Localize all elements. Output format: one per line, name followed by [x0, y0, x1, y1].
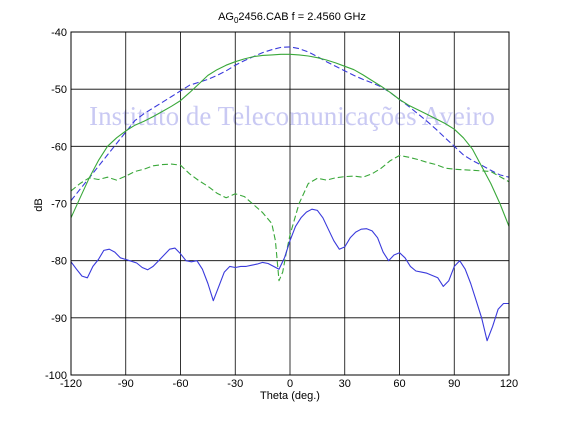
y-tick-label: -60 [51, 141, 67, 153]
series-lines [70, 46, 510, 342]
y-tick-label: -80 [51, 256, 67, 268]
x-tick-label: 120 [500, 378, 518, 390]
y-tick-label: -90 [51, 313, 67, 325]
x-tick-label: 0 [287, 378, 293, 390]
chart-title-subscript: 0 [234, 16, 239, 25]
x-tick-label: -60 [173, 378, 189, 390]
x-tick-label: 60 [393, 378, 405, 390]
x-axis-label: Theta (deg.) [260, 390, 320, 402]
x-tick-label: 30 [339, 378, 351, 390]
x-tick-label: -120 [60, 378, 82, 390]
series-line-1 [70, 46, 510, 201]
y-axis-label: dB [33, 198, 45, 211]
grid-lines [70, 31, 510, 376]
y-tick-label: -100 [45, 370, 67, 382]
series-line-4 [70, 208, 509, 342]
y-tick-label: -70 [51, 199, 67, 211]
series-line-3 [70, 154, 510, 282]
x-tick-label: -30 [227, 378, 243, 390]
chart-title-main: AG [218, 11, 234, 23]
chart-title: AG02456.CAB f = 2.4560 GHz [218, 11, 366, 25]
chart-watermark: Instituto de Telecomunicações Aveiro [89, 101, 495, 131]
x-tick-label: -90 [118, 378, 134, 390]
series-line-2 [70, 53, 510, 227]
plot-frame [70, 31, 510, 376]
y-tick-label: -50 [51, 84, 67, 96]
y-tick-label: -40 [51, 27, 67, 39]
chart-title-rest: 2456.CAB f = 2.4560 GHz [238, 11, 366, 23]
tick-labels: -120 -90 -60 -30 0 30 60 90 120 -40 -50 -60 -70 -80 -9… [45, 27, 518, 390]
x-tick-label: 90 [448, 378, 460, 390]
